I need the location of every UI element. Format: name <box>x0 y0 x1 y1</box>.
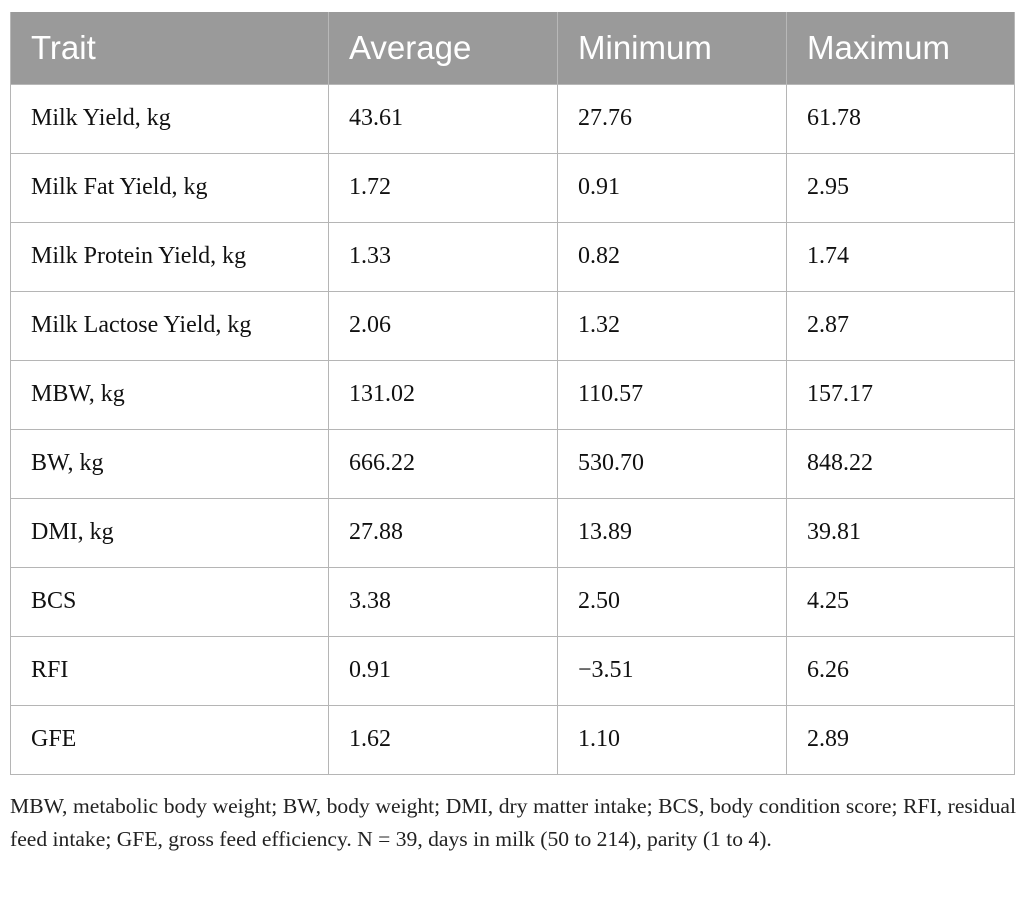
cell-maximum: 1.74 <box>786 221 1015 292</box>
cell-maximum: 848.22 <box>786 428 1015 499</box>
cell-trait: DMI, kg <box>10 497 329 568</box>
cell-average: 27.88 <box>328 497 558 568</box>
header-average: Average <box>328 12 558 85</box>
cell-average: 3.38 <box>328 566 558 637</box>
table-row: Milk Lactose Yield, kg 2.06 1.32 2.87 <box>10 290 1015 361</box>
cell-maximum: 2.87 <box>786 290 1015 361</box>
table-row: GFE 1.62 1.10 2.89 <box>10 704 1015 775</box>
cell-average: 666.22 <box>328 428 558 499</box>
cell-trait: Milk Lactose Yield, kg <box>10 290 329 361</box>
cell-trait: BW, kg <box>10 428 329 499</box>
cell-trait: GFE <box>10 704 329 775</box>
cell-maximum: 4.25 <box>786 566 1015 637</box>
cell-average: 131.02 <box>328 359 558 430</box>
cell-minimum: 0.82 <box>557 221 787 292</box>
cell-trait: MBW, kg <box>10 359 329 430</box>
cell-trait: Milk Protein Yield, kg <box>10 221 329 292</box>
cell-average: 1.72 <box>328 152 558 223</box>
table-row: DMI, kg 27.88 13.89 39.81 <box>10 497 1015 568</box>
header-row: Trait Average Minimum Maximum <box>10 12 1015 85</box>
header-maximum: Maximum <box>786 12 1015 85</box>
table-row: RFI 0.91 −3.51 6.26 <box>10 635 1015 706</box>
table-row: BW, kg 666.22 530.70 848.22 <box>10 428 1015 499</box>
table-row: MBW, kg 131.02 110.57 157.17 <box>10 359 1015 430</box>
cell-average: 43.61 <box>328 83 558 154</box>
cell-maximum: 39.81 <box>786 497 1015 568</box>
cell-trait: RFI <box>10 635 329 706</box>
cell-maximum: 61.78 <box>786 83 1015 154</box>
table-body: Milk Yield, kg 43.61 27.76 61.78 Milk Fa… <box>10 83 1015 775</box>
trait-statistics-table: Trait Average Minimum Maximum Milk Yield… <box>10 12 1015 775</box>
cell-average: 1.33 <box>328 221 558 292</box>
cell-minimum: 2.50 <box>557 566 787 637</box>
cell-minimum: −3.51 <box>557 635 787 706</box>
table-row: Milk Protein Yield, kg 1.33 0.82 1.74 <box>10 221 1015 292</box>
table-header: Trait Average Minimum Maximum <box>10 12 1015 85</box>
cell-minimum: 27.76 <box>557 83 787 154</box>
header-minimum: Minimum <box>557 12 787 85</box>
cell-average: 1.62 <box>328 704 558 775</box>
cell-average: 0.91 <box>328 635 558 706</box>
cell-minimum: 110.57 <box>557 359 787 430</box>
cell-minimum: 0.91 <box>557 152 787 223</box>
table-row: Milk Yield, kg 43.61 27.76 61.78 <box>10 83 1015 154</box>
cell-maximum: 6.26 <box>786 635 1015 706</box>
table-row: Milk Fat Yield, kg 1.72 0.91 2.95 <box>10 152 1015 223</box>
cell-trait: Milk Yield, kg <box>10 83 329 154</box>
cell-minimum: 13.89 <box>557 497 787 568</box>
table-row: BCS 3.38 2.50 4.25 <box>10 566 1015 637</box>
header-trait: Trait <box>10 12 329 85</box>
cell-minimum: 1.10 <box>557 704 787 775</box>
cell-maximum: 157.17 <box>786 359 1015 430</box>
data-table-container: Trait Average Minimum Maximum Milk Yield… <box>10 12 1015 775</box>
cell-minimum: 1.32 <box>557 290 787 361</box>
table-footnote: MBW, metabolic body weight; BW, body wei… <box>10 794 1016 851</box>
cell-trait: Milk Fat Yield, kg <box>10 152 329 223</box>
cell-maximum: 2.95 <box>786 152 1015 223</box>
cell-maximum: 2.89 <box>786 704 1015 775</box>
cell-minimum: 530.70 <box>557 428 787 499</box>
cell-average: 2.06 <box>328 290 558 361</box>
cell-trait: BCS <box>10 566 329 637</box>
